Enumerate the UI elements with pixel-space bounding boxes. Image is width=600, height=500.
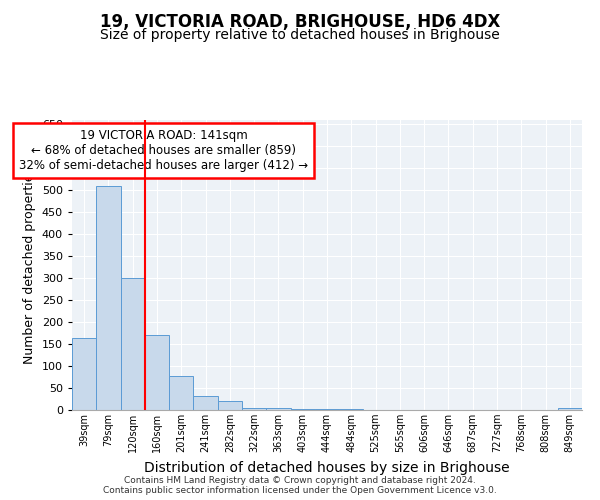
Bar	[121, 278, 145, 410]
Bar	[266, 408, 290, 410]
Bar	[242, 408, 266, 410]
Bar	[315, 409, 339, 410]
Bar	[339, 409, 364, 410]
Bar	[145, 336, 169, 410]
Bar	[169, 376, 193, 410]
Bar	[558, 408, 582, 410]
Bar	[193, 396, 218, 410]
Text: Contains HM Land Registry data © Crown copyright and database right 2024.
Contai: Contains HM Land Registry data © Crown c…	[103, 476, 497, 495]
X-axis label: Distribution of detached houses by size in Brighouse: Distribution of detached houses by size …	[144, 460, 510, 474]
Bar	[72, 338, 96, 410]
Text: 19, VICTORIA ROAD, BRIGHOUSE, HD6 4DX: 19, VICTORIA ROAD, BRIGHOUSE, HD6 4DX	[100, 12, 500, 30]
Bar	[96, 186, 121, 410]
Bar	[218, 401, 242, 410]
Y-axis label: Number of detached properties: Number of detached properties	[23, 166, 36, 364]
Text: Size of property relative to detached houses in Brighouse: Size of property relative to detached ho…	[100, 28, 500, 42]
Bar	[290, 408, 315, 410]
Text: 19 VICTORIA ROAD: 141sqm
← 68% of detached houses are smaller (859)
32% of semi-: 19 VICTORIA ROAD: 141sqm ← 68% of detach…	[19, 128, 308, 172]
